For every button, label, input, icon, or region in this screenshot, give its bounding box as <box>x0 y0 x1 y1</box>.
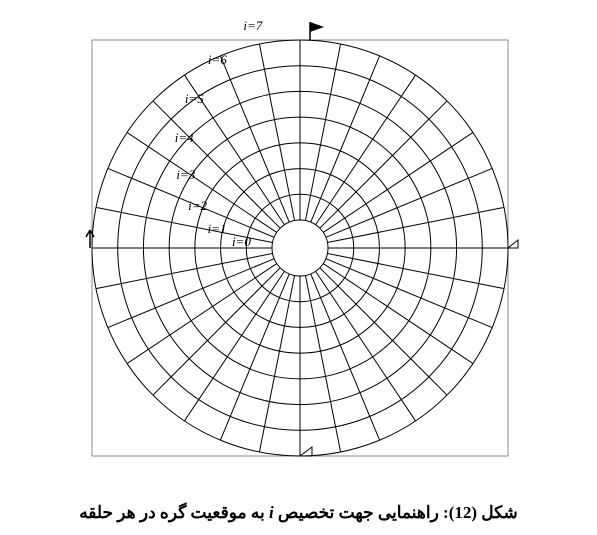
caption-suffix: به موقعیت گره در هر حلقه <box>79 503 269 522</box>
figure-container: i=0 i=1i=2 i=3 i=4 i=5 i=6 i=7 شکل (12): راهنم… <box>0 0 597 535</box>
polar-grid-diagram <box>0 0 597 500</box>
ring-label-7: i=7 <box>243 18 262 34</box>
ring-label-3: i=3 <box>176 167 195 183</box>
figure-caption: شکل (12): راهنمایی جهت تخصیص i به موقعیت… <box>0 503 597 523</box>
ring-label-0: i=0 <box>232 234 251 250</box>
ring-label-5: i=5 <box>185 91 204 107</box>
ring-label-1: i=1 <box>208 221 227 237</box>
ring-label-4: i=4 <box>175 130 194 146</box>
ring-label-2: i=2 <box>188 198 207 214</box>
caption-prefix: شکل (12): راهنمایی جهت تخصیص <box>274 503 518 522</box>
ring-label-6: i=6 <box>208 52 227 68</box>
